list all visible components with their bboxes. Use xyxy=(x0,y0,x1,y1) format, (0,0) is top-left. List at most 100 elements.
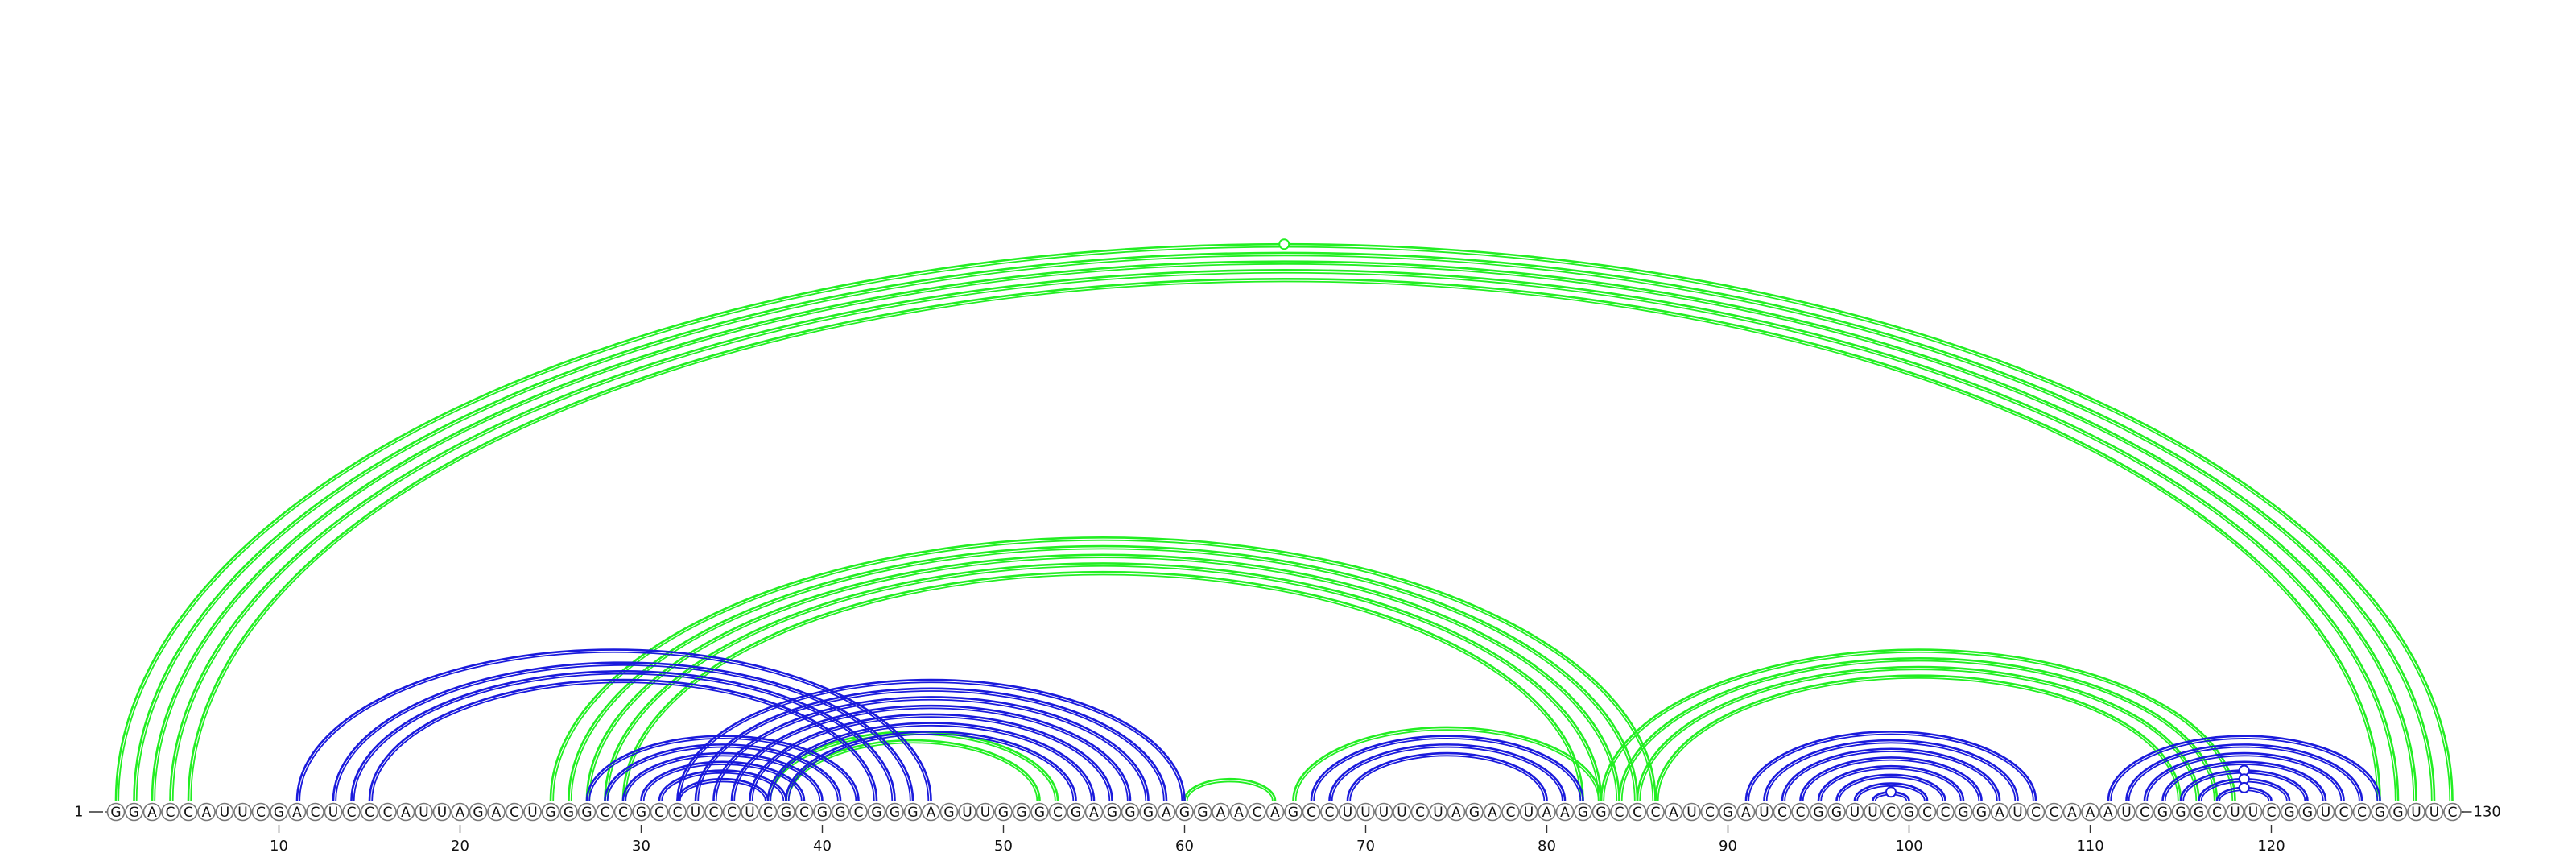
arc-marker-117-120 xyxy=(2238,781,2250,793)
nucleotide-48: U xyxy=(958,802,976,822)
nucleotide-79: U xyxy=(1519,802,1538,822)
svg-text:C: C xyxy=(2448,805,2458,821)
blue-arc-13-45 xyxy=(332,661,914,801)
position-label-40: 40 xyxy=(813,838,832,855)
blue-arc-69-80 xyxy=(1346,751,1548,801)
blue-arc-92-106 xyxy=(1765,742,2017,801)
nucleotide-10: G xyxy=(270,802,288,822)
svg-text:G: G xyxy=(1469,805,1480,821)
svg-text:C: C xyxy=(1506,805,1516,821)
position-label-100: 100 xyxy=(1895,838,1922,855)
svg-text:A: A xyxy=(2067,805,2077,821)
svg-text:G: G xyxy=(2302,805,2313,821)
svg-text:A: A xyxy=(1560,805,1570,821)
nucleotide-38: G xyxy=(777,802,795,822)
blue-arc-11-46 xyxy=(295,648,932,801)
nucleotide-42: C xyxy=(849,802,868,822)
blue-arc-32-37 xyxy=(679,780,766,801)
nucleotide-56: G xyxy=(1103,802,1121,822)
nucleotide-102: C xyxy=(1936,802,1955,822)
green-arc-26-85 xyxy=(568,544,1639,801)
green-arc-84-117 xyxy=(1618,657,2219,801)
blue-arc-96-102 xyxy=(1838,776,1944,801)
nucleotide-127: G xyxy=(2388,802,2408,822)
position-label-50: 50 xyxy=(994,838,1013,855)
nucleotide-37: C xyxy=(758,802,778,822)
svg-text:U: U xyxy=(2230,805,2240,821)
svg-text:U: U xyxy=(220,805,229,821)
blue-arc-36-56 xyxy=(751,716,1111,801)
svg-text:C: C xyxy=(654,805,664,821)
green-arc-5-126 xyxy=(190,280,2379,801)
svg-text:A: A xyxy=(1995,805,2004,821)
nucleotide-47: G xyxy=(939,802,959,822)
blue-arc-68-81 xyxy=(1328,743,1567,801)
svg-text:C: C xyxy=(854,805,864,821)
green-arc-85-116 xyxy=(1639,669,2198,801)
svg-text:U: U xyxy=(1850,805,1860,821)
position-label-120: 120 xyxy=(2257,838,2285,855)
green-arc-29-82 xyxy=(625,573,1582,801)
svg-text:G: G xyxy=(1813,805,1823,821)
green-arc-4-127 xyxy=(171,271,2396,801)
green-arc-28-83 xyxy=(606,565,1600,801)
nucleotide-118: U xyxy=(2226,802,2244,822)
svg-text:U: U xyxy=(437,805,447,821)
svg-text:G: G xyxy=(1179,805,1190,821)
svg-text:C: C xyxy=(2357,805,2367,821)
nucleotide-130: C xyxy=(2443,802,2462,822)
nucleotide-122: G xyxy=(2298,802,2317,822)
svg-text:C: C xyxy=(1253,805,1262,821)
svg-text:G: G xyxy=(1723,805,1733,821)
svg-text:C: C xyxy=(1325,805,1335,821)
nucleotide-7: U xyxy=(215,802,234,822)
svg-text:C: C xyxy=(673,805,683,821)
svg-text:U: U xyxy=(1360,805,1370,821)
blue-arc-27-42 xyxy=(588,738,857,801)
blue-arc-97-101 xyxy=(1853,782,1929,801)
svg-text:G: G xyxy=(2175,805,2186,821)
green-arc-3-128 xyxy=(154,263,2415,801)
nucleotide-28: C xyxy=(596,802,614,822)
nucleotide-58: G xyxy=(1139,802,1158,822)
nucleotide-83: G xyxy=(1591,802,1611,822)
svg-text:G: G xyxy=(274,805,284,821)
svg-text:G: G xyxy=(129,805,139,821)
nucleotide-116: G xyxy=(2190,802,2208,822)
nucleotide-52: G xyxy=(1030,802,1049,822)
position-label-30: 30 xyxy=(632,838,650,855)
svg-text:C: C xyxy=(799,805,809,821)
arc-marker-98-100 xyxy=(1885,786,1897,798)
svg-text:G: G xyxy=(545,805,555,821)
blue-arc-32-37 xyxy=(676,777,770,801)
svg-text:A: A xyxy=(1488,805,1497,821)
nucleotide-78: C xyxy=(1501,802,1520,822)
svg-text:G: G xyxy=(943,805,954,821)
svg-text:A: A xyxy=(1741,805,1751,821)
blue-arc-30-39 xyxy=(640,760,806,801)
nucleotide-73: C xyxy=(1410,802,1430,822)
blue-arc-33-59 xyxy=(694,687,1168,801)
nucleotide-113: C xyxy=(2135,802,2154,822)
svg-text:G: G xyxy=(1071,805,1081,821)
nucleotide-117: C xyxy=(2207,802,2227,822)
svg-text:U: U xyxy=(745,805,754,821)
nucleotide-24: U xyxy=(523,802,542,822)
blue-arc-111-126 xyxy=(2107,735,2381,801)
svg-text:U: U xyxy=(1343,805,1352,821)
nucleotide-126: G xyxy=(2371,802,2389,822)
nucleotide-74: U xyxy=(1429,802,1447,822)
blue-arc-38-54 xyxy=(785,731,1077,801)
svg-text:G: G xyxy=(110,805,121,821)
nucleotide-121: G xyxy=(2280,802,2299,822)
svg-text:G: G xyxy=(998,805,1009,821)
nucleotide-66: G xyxy=(1284,802,1302,822)
nucleotide-2: G xyxy=(125,802,143,822)
svg-text:U: U xyxy=(419,805,428,821)
svg-text:U: U xyxy=(1433,805,1443,821)
blue-arc-91-107 xyxy=(1748,733,2034,801)
svg-text:G: G xyxy=(1288,805,1298,821)
nucleotide-95: G xyxy=(1809,802,1828,822)
svg-text:U: U xyxy=(962,805,972,821)
